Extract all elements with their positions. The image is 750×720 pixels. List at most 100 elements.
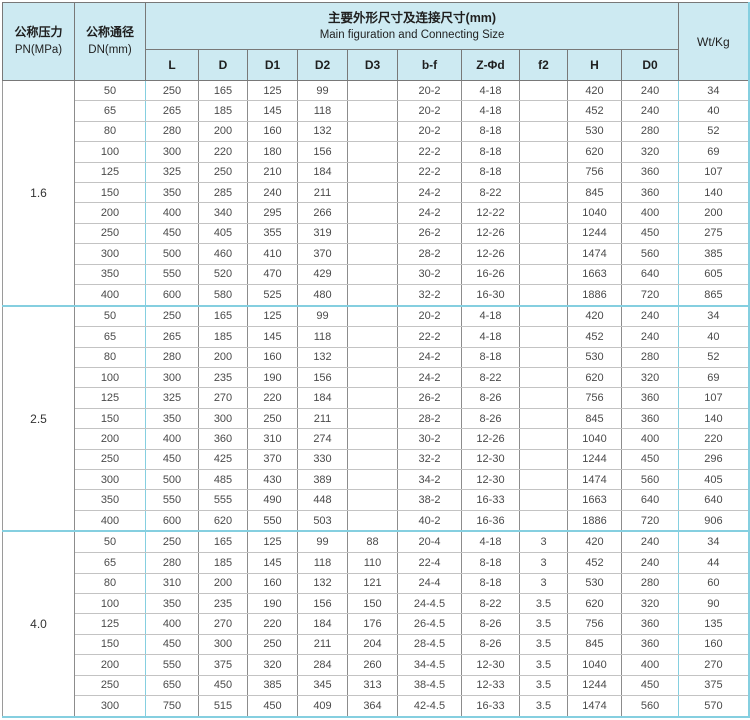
value-cell: 210 (247, 162, 298, 183)
value-cell: 4-18 (461, 305, 520, 328)
value-cell (519, 489, 568, 511)
value-cell: 34 (678, 531, 749, 554)
value-cell: 375 (198, 654, 248, 676)
dn-cell: 150 (74, 634, 146, 656)
diameter-column-header: 公称通径 DN(mm) (74, 2, 146, 81)
value-cell: 450 (621, 449, 680, 471)
value-cell: 550 (247, 510, 298, 533)
value-cell: 756 (567, 387, 622, 409)
value-cell: 355 (247, 223, 298, 245)
value-cell: 1663 (567, 264, 622, 285)
value-cell: 350 (145, 182, 199, 204)
value-cell: 176 (347, 613, 398, 635)
value-cell (347, 387, 398, 409)
value-cell: 8-18 (461, 121, 520, 143)
value-cell (519, 121, 568, 143)
value-cell: 360 (621, 408, 680, 430)
value-cell: 8-26 (461, 634, 520, 656)
value-cell: 300 (145, 141, 199, 163)
value-cell: 99 (297, 80, 348, 102)
column-header: Z-Φd (461, 49, 520, 81)
value-cell: 200 (678, 202, 749, 224)
value-cell: 160 (247, 347, 298, 369)
value-cell: 313 (347, 675, 398, 696)
table-row: 350 550 555 490 448 38-2 16-33 1663 640 640 (3, 489, 749, 511)
value-cell: 16-36 (461, 510, 520, 533)
value-cell: 364 (347, 695, 398, 718)
value-cell: 211 (297, 408, 348, 430)
value-cell (347, 428, 398, 450)
value-cell: 12-30 (461, 469, 520, 491)
value-cell: 204 (347, 634, 398, 656)
dn-cell: 80 (74, 121, 146, 143)
value-cell: 580 (198, 284, 248, 307)
table-row: 2.5 50 250 165 125 99 20-2 4-18 420 240 34 (2, 305, 749, 533)
value-cell: 118 (297, 326, 348, 348)
dn-cell: 80 (74, 573, 146, 594)
value-cell: 8-18 (461, 141, 520, 163)
value-cell: 107 (678, 387, 749, 409)
value-cell: 600 (145, 284, 199, 307)
value-cell (519, 469, 568, 491)
value-cell: 12-26 (461, 243, 520, 265)
table-row: 80 280 200 160 132 20-2 8-18 530 280 52 (3, 121, 749, 143)
value-cell: 370 (297, 243, 348, 265)
value-cell: 1474 (567, 469, 622, 491)
value-cell: 90 (678, 593, 749, 615)
value-cell: 450 (621, 675, 680, 696)
dn-cell: 125 (74, 387, 146, 409)
value-cell: 640 (621, 264, 680, 285)
value-cell: 448 (297, 489, 348, 511)
value-cell: 400 (621, 202, 680, 224)
value-cell: 600 (145, 510, 199, 533)
value-cell: 425 (198, 449, 248, 471)
value-cell (519, 347, 568, 369)
value-cell (519, 223, 568, 245)
value-cell (519, 510, 568, 533)
dn-cell: 400 (74, 510, 146, 533)
value-cell: 3 (519, 531, 568, 554)
value-cell (347, 347, 398, 369)
table-row: 250 650 450 385 345 313 38-4.5 12-33 3.5 1244 450 3… (3, 675, 749, 696)
value-cell: 360 (198, 428, 248, 450)
value-cell: 60 (678, 573, 749, 594)
value-cell: 235 (198, 593, 248, 615)
value-cell: 500 (145, 469, 199, 491)
value-cell: 26-2 (397, 387, 462, 409)
pressure-group-value: 4.0 (2, 531, 75, 718)
value-cell: 34 (678, 305, 749, 328)
table-row: 150 450 300 250 211 204 28-4.5 8-26 3.5 845 360 160 (3, 634, 749, 656)
value-cell: 1886 (567, 510, 622, 533)
table-row: 100 300 220 180 156 22-2 8-18 620 320 69 (3, 141, 749, 163)
value-cell: 4-18 (461, 326, 520, 348)
value-cell: 165 (198, 305, 248, 328)
value-cell: 20-4 (397, 531, 462, 554)
value-cell: 250 (145, 305, 199, 328)
value-cell: 20-2 (397, 80, 462, 102)
column-header: D2 (297, 49, 348, 81)
value-cell: 34-4.5 (397, 654, 462, 676)
value-cell: 640 (678, 489, 749, 511)
value-cell: 265 (145, 100, 199, 122)
value-cell: 8-22 (461, 367, 520, 389)
value-cell: 620 (567, 593, 622, 615)
value-cell: 550 (145, 489, 199, 511)
value-cell: 34-2 (397, 469, 462, 491)
value-cell: 156 (297, 593, 348, 615)
weight-column-header: Wt/Kg (678, 2, 750, 81)
value-cell: 400 (621, 654, 680, 676)
value-cell: 24-2 (397, 347, 462, 369)
value-cell: 330 (297, 449, 348, 471)
value-cell (347, 264, 398, 285)
table-row: 400 600 580 525 480 32-2 16-30 1886 720 865 (3, 284, 749, 307)
value-cell: 300 (198, 408, 248, 430)
value-cell: 16-30 (461, 284, 520, 307)
value-cell: 125 (247, 80, 298, 102)
value-cell: 165 (198, 531, 248, 554)
pressure-column-header: 公称压力 PN(MPa) (2, 2, 75, 81)
value-cell: 24-2 (397, 367, 462, 389)
value-cell: 720 (621, 284, 680, 307)
dn-cell: 100 (74, 367, 146, 389)
value-cell: 370 (247, 449, 298, 471)
